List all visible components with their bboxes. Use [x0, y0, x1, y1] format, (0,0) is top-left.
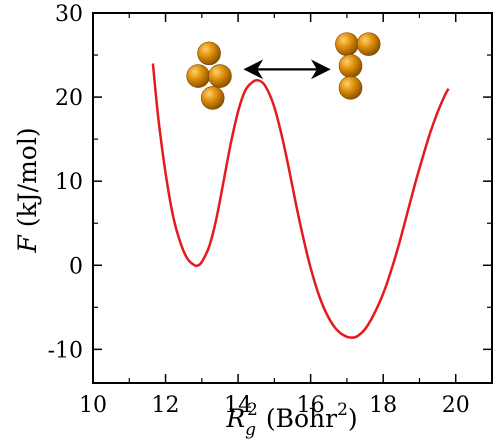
y-axis-label: F (kJ/mol) [13, 127, 42, 253]
atom-sphere [200, 86, 225, 110]
y-tick-label: -10 [48, 338, 83, 363]
tick-labels: 10 12 14 16 18 20 -10 0 10 20 30 [48, 2, 470, 418]
x-tick-label: 12 [152, 393, 180, 418]
y-tick-label: 20 [55, 86, 83, 111]
atom-sphere [335, 32, 359, 56]
y-tick-label: 10 [55, 170, 83, 195]
atom-sphere [338, 54, 363, 78]
y-tick-label: 0 [69, 254, 83, 279]
atom-sphere [186, 64, 210, 88]
x-tick-label: 18 [369, 393, 397, 418]
y-tick-label: 30 [55, 2, 83, 27]
x-axis-close: ) [348, 404, 358, 433]
y-axis-symbol: F [13, 234, 42, 254]
x-axis-symbol-sup: 2 [247, 400, 258, 420]
axes-frame [92, 12, 493, 384]
y-axis-unit-text: (kJ/mol) [13, 127, 42, 235]
compact-cluster [186, 41, 232, 110]
elongated-cluster [335, 32, 381, 100]
x-axis-unit-sup: 2 [337, 400, 348, 420]
atom-sphere [208, 64, 232, 88]
x-axis-symbol: R [225, 404, 245, 433]
atom-sphere [197, 41, 221, 66]
atom-sphere [356, 32, 381, 56]
free-energy-curve [151, 63, 450, 339]
x-tick-label: 10 [79, 393, 107, 418]
x-axis-unit-text: (Bohr [258, 404, 337, 433]
x-tick-label: 16 [297, 393, 325, 418]
x-tick-label: 20 [442, 393, 470, 418]
x-tick-label: 14 [224, 393, 252, 418]
plot-area [92, 12, 493, 384]
ticks [92, 12, 492, 383]
cluster-insets [186, 32, 381, 110]
x-axis-symbol-sub: g [245, 420, 256, 440]
x-axis-label: Rg2 (Bohr2) [225, 400, 357, 440]
atom-sphere [338, 76, 363, 100]
